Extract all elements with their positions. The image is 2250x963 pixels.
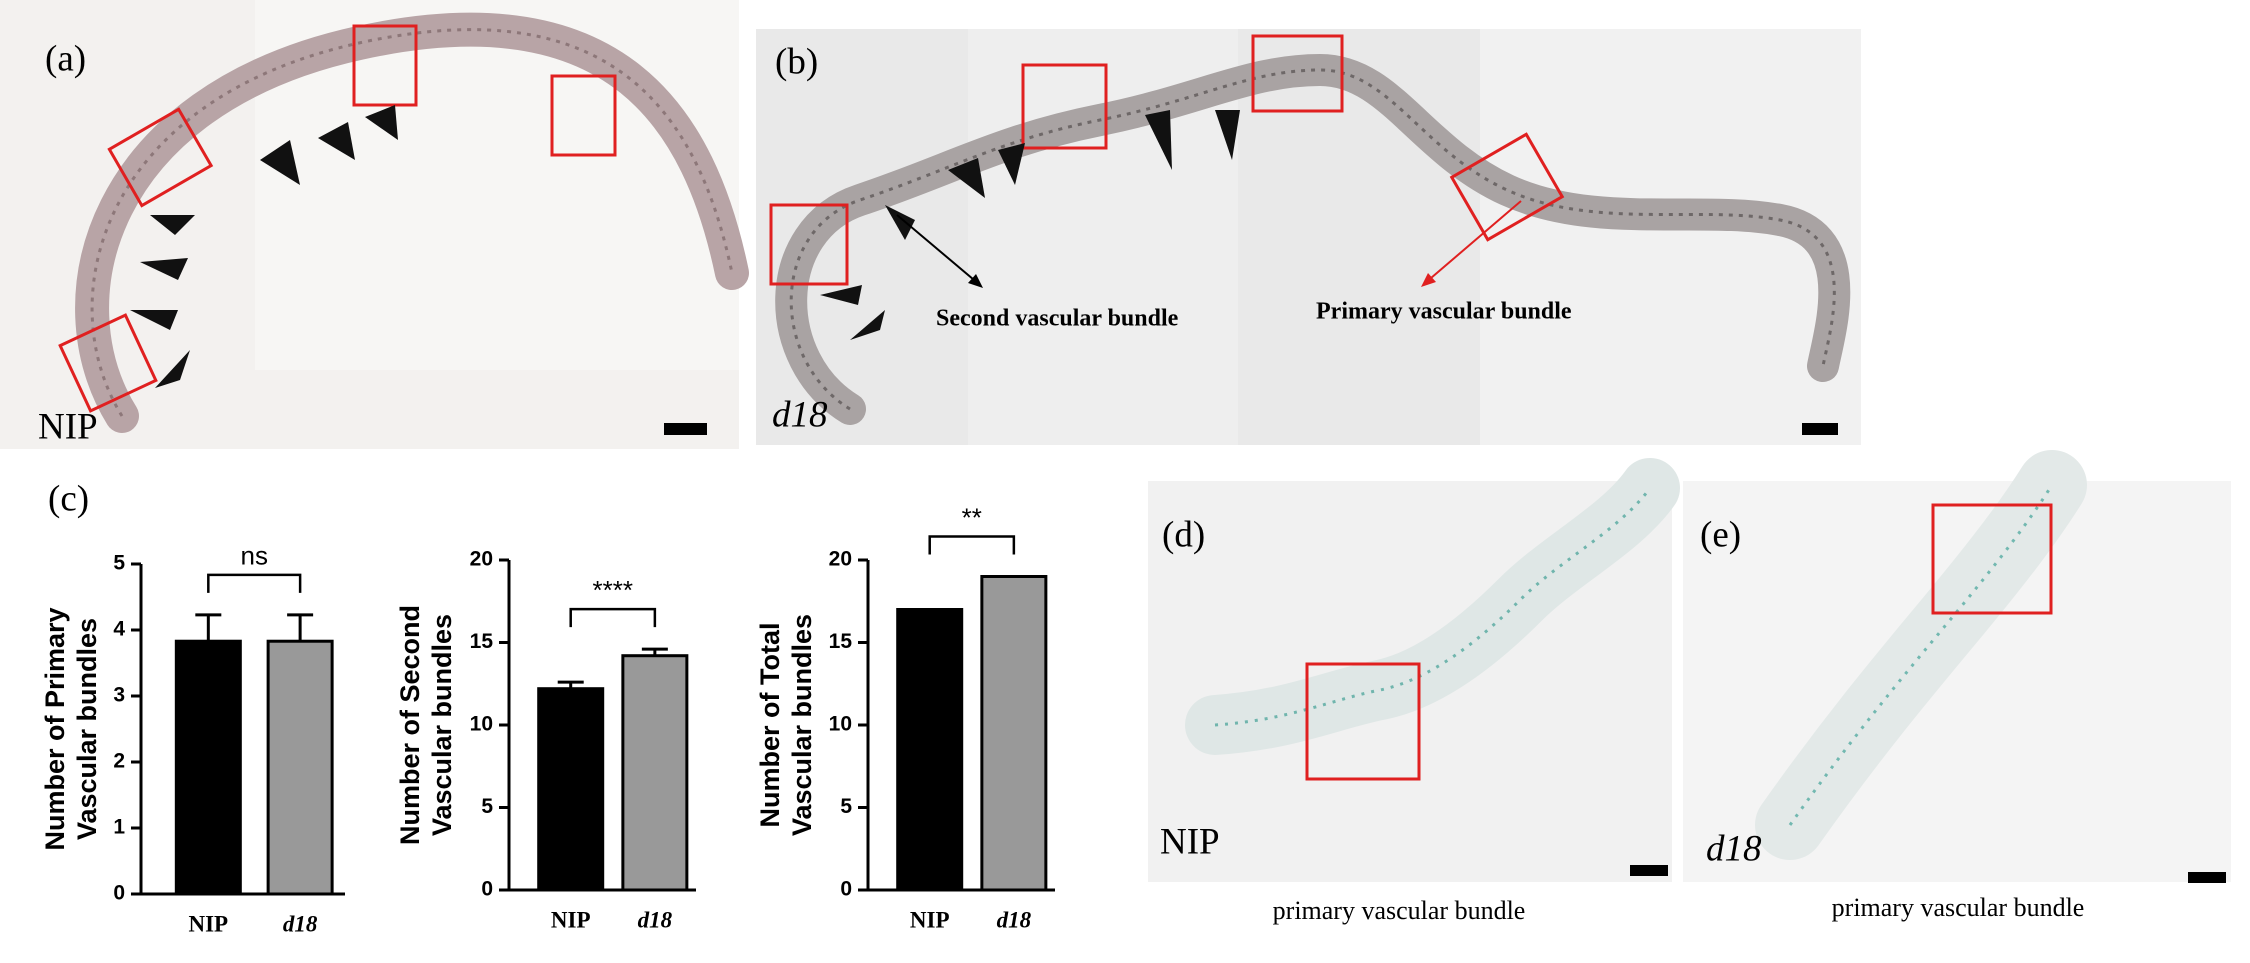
pointer-arrow bbox=[1423, 200, 1522, 285]
significance-label: ns bbox=[240, 541, 267, 571]
bar bbox=[896, 608, 964, 892]
bar bbox=[537, 687, 605, 892]
genotype-label: NIP bbox=[1160, 821, 1220, 862]
x-tick-label: NIP bbox=[189, 911, 229, 936]
genotype-label: d18 bbox=[1706, 828, 1762, 869]
tissue bbox=[775, 53, 1851, 425]
y-tick-label: 20 bbox=[470, 548, 493, 571]
error-bar bbox=[287, 613, 314, 642]
scale-bar bbox=[1802, 423, 1838, 435]
genotype-label: d18 bbox=[772, 394, 828, 435]
bar bbox=[621, 654, 689, 892]
caption: primary vascular bundle bbox=[1832, 893, 2085, 922]
significance-bracket bbox=[928, 535, 1016, 555]
bar-chart: 0 5 10 15 20 NIP d18 ** Number of Total Vascular … bbox=[755, 502, 1055, 932]
arrowheads bbox=[130, 105, 398, 388]
y-tick-label: 20 bbox=[829, 548, 852, 571]
y-tick-label: 3 bbox=[113, 684, 125, 707]
highlight-box bbox=[1305, 662, 1421, 781]
highlight-box bbox=[1449, 132, 1565, 242]
error-bar bbox=[557, 680, 584, 689]
error-bar bbox=[641, 647, 668, 656]
bar-chart: 0 5 10 15 20 NIP d18 **** Number of Second Vascul… bbox=[395, 548, 696, 932]
y-tick-label: 5 bbox=[113, 552, 125, 575]
y-tick-label: 2 bbox=[113, 750, 125, 773]
micrograph-a: (a) NIP bbox=[0, 0, 749, 449]
y-axis-label: Number of Total bbox=[755, 623, 785, 828]
arrowheads bbox=[820, 110, 1240, 340]
bar bbox=[174, 639, 242, 896]
scale-bar bbox=[664, 423, 707, 435]
y-axis-label: Vascular bundles bbox=[72, 618, 102, 840]
x-tick-label: d18 bbox=[638, 907, 673, 932]
highlight-box bbox=[769, 203, 849, 286]
y-tick-label: 5 bbox=[840, 795, 852, 818]
micrograph-b: Second vascular bundle Primary vascular … bbox=[756, 29, 1861, 445]
annotation: Primary vascular bundle bbox=[1316, 299, 1572, 325]
genotype-label: NIP bbox=[38, 406, 98, 447]
x-tick-label: NIP bbox=[551, 907, 591, 932]
panel-label: (e) bbox=[1700, 514, 1741, 555]
y-tick-label: 15 bbox=[470, 630, 494, 653]
y-tick-label: 4 bbox=[113, 618, 125, 641]
scale-bar bbox=[1630, 865, 1668, 876]
highlight-box bbox=[550, 74, 617, 157]
highlight-box bbox=[107, 107, 214, 208]
panel-label: (a) bbox=[45, 38, 86, 79]
bar-chart: 0 1 2 3 4 5 NIP d18 ns Number of Primary Vascular … bbox=[40, 541, 345, 936]
highlight-box bbox=[58, 313, 158, 413]
y-tick-label: 10 bbox=[470, 713, 493, 736]
significance-label: **** bbox=[593, 575, 633, 605]
arrow-head bbox=[1421, 273, 1436, 287]
y-tick-label: 0 bbox=[481, 878, 493, 901]
y-tick-label: 5 bbox=[481, 795, 493, 818]
x-tick-label: NIP bbox=[910, 907, 950, 932]
tissue-cells bbox=[1788, 484, 2054, 826]
panel-label: (b) bbox=[775, 41, 818, 82]
arrow-head bbox=[968, 274, 983, 288]
highlight-box bbox=[352, 24, 418, 107]
y-axis-label: Number of Second bbox=[395, 605, 425, 845]
highlight-box bbox=[1931, 503, 2053, 615]
bar bbox=[980, 575, 1048, 892]
significance-label: ** bbox=[962, 502, 982, 532]
highlight-box bbox=[1251, 34, 1344, 113]
micrograph-e: (e) d18 primary vascular bundle bbox=[1683, 450, 2231, 922]
y-axis-label: Number of Primary bbox=[40, 607, 70, 850]
micrograph-d: (d) NIP primary vascular bundle bbox=[1148, 458, 1680, 925]
y-axis-label: Vascular bundles bbox=[427, 614, 457, 836]
y-tick-label: 1 bbox=[113, 816, 125, 839]
caption: primary vascular bundle bbox=[1273, 896, 1526, 925]
bar bbox=[266, 639, 334, 896]
tissue-cells bbox=[90, 28, 734, 417]
panel-label: (c) bbox=[48, 478, 89, 519]
significance-bracket bbox=[569, 607, 657, 628]
highlight-box bbox=[1021, 63, 1108, 150]
significance-bracket bbox=[207, 573, 302, 593]
error-bar bbox=[195, 613, 222, 642]
x-tick-label: d18 bbox=[997, 907, 1032, 932]
y-tick-label: 0 bbox=[840, 878, 852, 901]
y-axis-label: Vascular bundles bbox=[787, 614, 817, 836]
annotation: Second vascular bundle bbox=[936, 306, 1179, 332]
tissue-cells bbox=[1214, 487, 1652, 727]
y-tick-label: 15 bbox=[829, 630, 853, 653]
pointer-arrow bbox=[896, 214, 981, 286]
x-tick-label: d18 bbox=[283, 911, 318, 936]
y-tick-label: 0 bbox=[113, 882, 125, 905]
scale-bar bbox=[2188, 872, 2226, 883]
panel-label: (d) bbox=[1162, 514, 1205, 555]
y-tick-label: 10 bbox=[829, 713, 852, 736]
